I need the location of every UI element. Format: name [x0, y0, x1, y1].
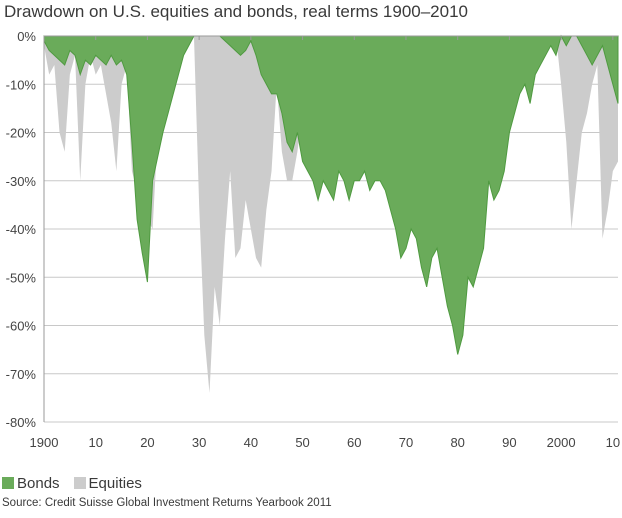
- series-equities-area: [44, 36, 618, 394]
- y-tick-label: -60%: [6, 319, 37, 334]
- chart-title: Drawdown on U.S. equities and bonds, rea…: [4, 2, 469, 21]
- y-tick-label: -30%: [6, 174, 37, 189]
- x-tick-label: 80: [450, 435, 464, 450]
- y-tick-label: -20%: [6, 126, 37, 141]
- legend-swatch-equities: [73, 477, 86, 489]
- legend: Bonds Equities: [2, 474, 156, 492]
- series-layer: [43, 34, 619, 394]
- y-tick-label: -50%: [6, 270, 37, 285]
- y-tick-labels: 0% -10% -20% -30% -40% -50% -60% -70% -80%: [6, 29, 37, 430]
- x-tick-label: 30: [192, 435, 206, 450]
- legend-item-equities: Equities: [73, 474, 142, 492]
- y-tick-label: -40%: [6, 222, 37, 237]
- x-tick-label: 1900: [30, 435, 59, 450]
- y-tick-label: -10%: [6, 77, 37, 92]
- x-tick-label: 90: [502, 435, 516, 450]
- x-tick-label: 50: [295, 435, 309, 450]
- legend-label-equities: Equities: [88, 474, 142, 492]
- legend-item-bonds: Bonds: [2, 475, 60, 492]
- x-tick-label: 60: [347, 435, 361, 450]
- source-note: Source: Credit Suisse Global Investment …: [2, 497, 332, 509]
- x-tick-label: 2000: [547, 435, 576, 450]
- y-tick-label: 0%: [17, 29, 36, 44]
- x-tick-label: 10: [606, 435, 620, 450]
- x-tick-labels: 1900 10 20 30 40 50 60 70 80 90 2000 10: [30, 435, 621, 450]
- legend-label-bonds: Bonds: [17, 474, 60, 492]
- legend-swatch-bonds: [2, 477, 14, 489]
- y-tick-label: -70%: [6, 367, 37, 382]
- drawdown-chart: 0%-10%-20%-30%-40%-50%-60%-70%-80% 1900 1…: [6, 29, 621, 450]
- x-tick-label: 70: [399, 435, 413, 450]
- series-bonds-area: [43, 34, 619, 355]
- axis-layer: [43, 35, 618, 422]
- x-tick-label: 10: [88, 435, 102, 450]
- x-tick-label: 20: [140, 435, 154, 450]
- x-tick-label: 40: [244, 435, 258, 450]
- y-tick-label: -80%: [6, 415, 37, 430]
